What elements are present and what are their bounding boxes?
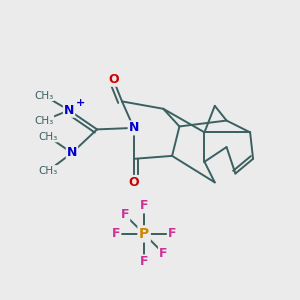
Text: F: F [168, 227, 176, 240]
Text: O: O [108, 73, 119, 86]
Text: N: N [67, 146, 77, 159]
Text: F: F [140, 200, 148, 212]
Text: F: F [121, 208, 129, 221]
Text: P: P [139, 227, 149, 241]
Text: F: F [140, 255, 148, 268]
Text: F: F [159, 247, 167, 260]
Text: CH₃: CH₃ [34, 91, 54, 100]
Text: CH₃: CH₃ [39, 132, 58, 142]
Text: N: N [129, 122, 139, 134]
Text: CH₃: CH₃ [34, 116, 54, 126]
Text: CH₃: CH₃ [39, 166, 58, 176]
Text: N: N [64, 104, 74, 117]
Text: +: + [76, 98, 86, 108]
Text: F: F [112, 227, 120, 240]
Text: O: O [128, 176, 139, 189]
